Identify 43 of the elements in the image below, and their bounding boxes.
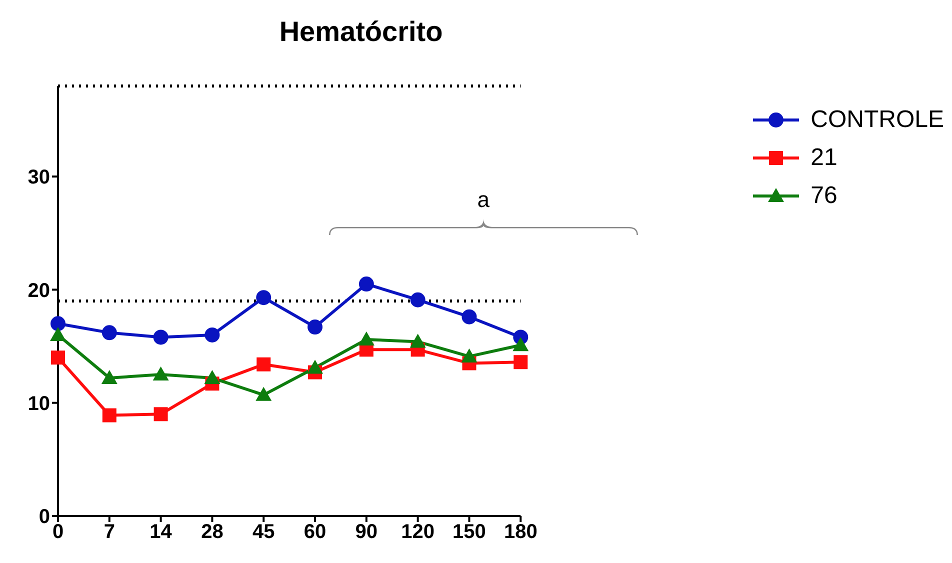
point bbox=[358, 276, 374, 292]
y-tick-label: 10 bbox=[28, 392, 50, 415]
point bbox=[102, 325, 117, 340]
x-tick-label: 90 bbox=[355, 521, 378, 544]
point bbox=[101, 370, 118, 384]
y-tick-label: 30 bbox=[28, 166, 50, 189]
point bbox=[461, 348, 478, 362]
point bbox=[154, 407, 168, 422]
point bbox=[152, 366, 169, 381]
point bbox=[514, 355, 528, 370]
point bbox=[256, 386, 272, 401]
chart-title: Hematócrito bbox=[278, 15, 444, 49]
point bbox=[50, 326, 66, 341]
legend-label: 21 bbox=[810, 144, 838, 172]
point bbox=[256, 357, 271, 372]
x-tick-label: 0 bbox=[52, 521, 64, 544]
point bbox=[307, 360, 324, 374]
x-tick-label: 28 bbox=[201, 521, 224, 544]
point bbox=[512, 337, 529, 352]
x-tick-label: 180 bbox=[504, 521, 538, 544]
point bbox=[51, 350, 65, 365]
annotation: a bbox=[476, 187, 491, 214]
point bbox=[410, 334, 426, 348]
point bbox=[308, 320, 323, 335]
x-tick-label: 120 bbox=[401, 521, 435, 544]
point bbox=[153, 330, 168, 345]
legend-label: CONTROLE bbox=[810, 106, 944, 134]
x-tick-label: 14 bbox=[150, 521, 173, 544]
x-tick-label: 60 bbox=[304, 521, 326, 544]
point bbox=[204, 327, 220, 342]
point bbox=[204, 370, 220, 384]
x-tick-label: 150 bbox=[452, 521, 486, 544]
x-tick-label: 7 bbox=[104, 521, 115, 544]
y-tick-label: 20 bbox=[28, 280, 50, 302]
legend-label: 76 bbox=[810, 182, 838, 210]
point bbox=[102, 408, 116, 422]
point bbox=[256, 290, 272, 306]
point bbox=[50, 316, 66, 332]
point bbox=[410, 292, 426, 308]
x-tick-label: 45 bbox=[252, 521, 275, 544]
point bbox=[462, 309, 477, 324]
y-tick-label: 0 bbox=[38, 506, 50, 528]
point bbox=[358, 331, 374, 346]
